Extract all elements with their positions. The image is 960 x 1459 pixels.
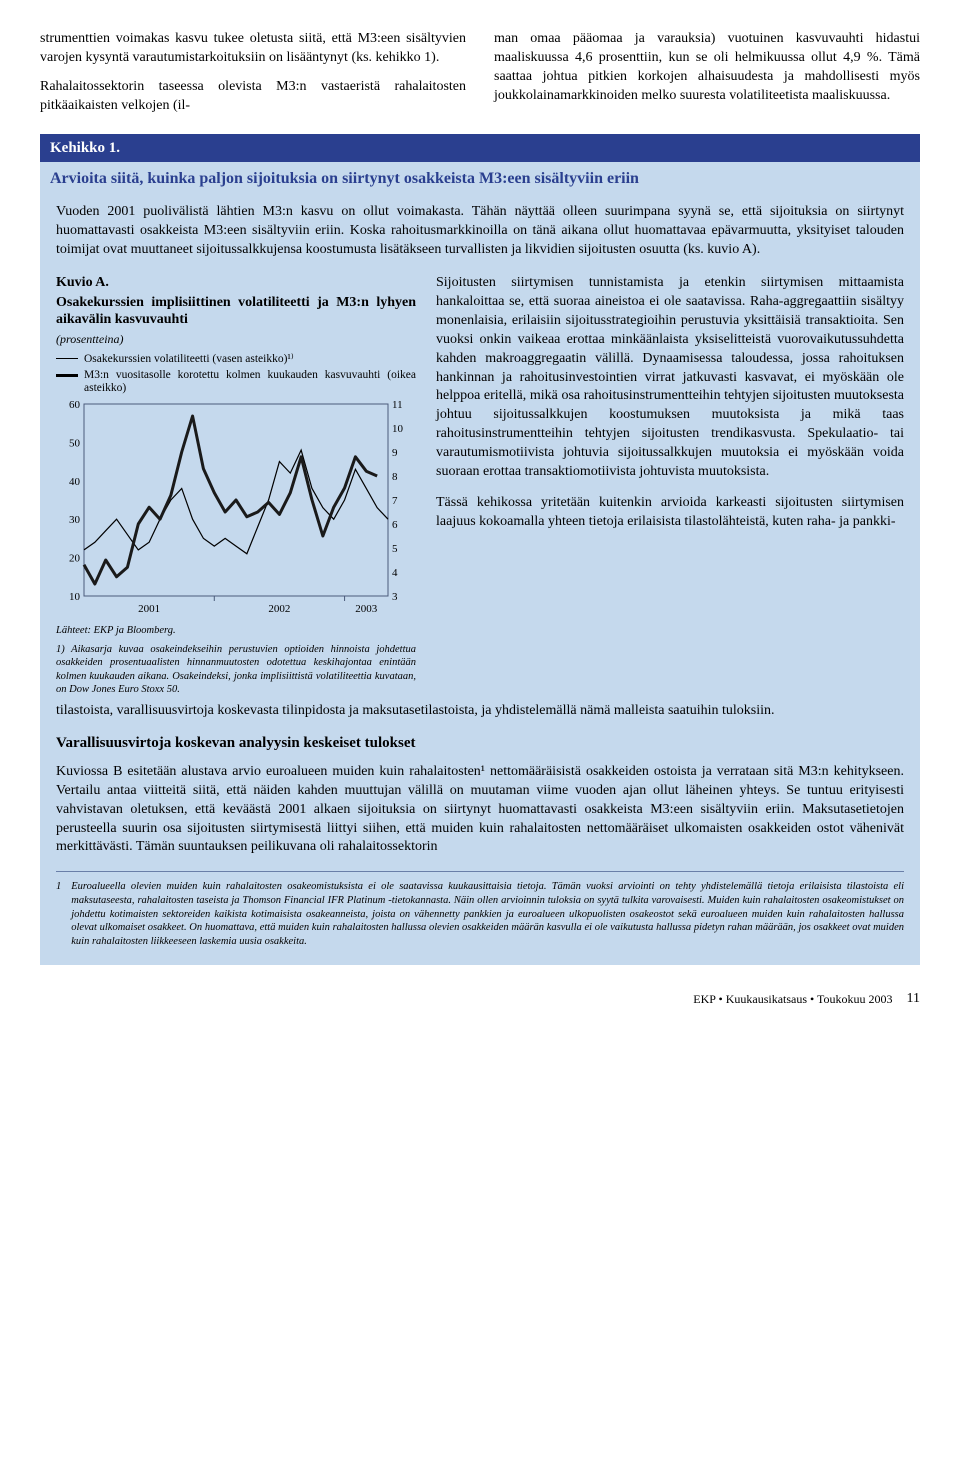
svg-text:2001: 2001	[138, 603, 160, 615]
page-number: 11	[907, 990, 920, 1009]
legend-2-label: M3:n vuositasolle korotettu kolmen kuuka…	[84, 369, 416, 397]
top-column-left: strumenttien voimakas kasvu tukee oletus…	[40, 30, 466, 116]
legend-swatch-thin-icon	[56, 358, 78, 360]
footnote: 1 Euroalueella olevien muiden kuin rahal…	[56, 880, 904, 948]
box-section-heading: Varallisuusvirtoja koskevan analyysin ke…	[56, 733, 904, 753]
svg-text:4: 4	[392, 567, 398, 579]
legend-1: Osakekurssien volatiliteetti (vasen aste…	[56, 353, 416, 367]
top-text-columns: strumenttien voimakas kasvu tukee oletus…	[40, 30, 920, 116]
top-right-para: man omaa pääomaa ja varauksia) vuotuinen…	[494, 30, 920, 106]
svg-text:3: 3	[392, 591, 398, 603]
box-right-para2: Tässä kehikossa yritetään kuitenkin arvi…	[436, 494, 904, 532]
svg-text:6: 6	[392, 519, 398, 531]
kehikko-box: Kehikko 1. Arvioita siitä, kuinka paljon…	[40, 134, 920, 965]
box-para-1: Vuoden 2001 puolivälistä lähtien M3:n ka…	[56, 203, 904, 260]
top-left-para2: Rahalaitossektorin taseessa olevista M3:…	[40, 78, 466, 116]
chart-and-text-wrap: Kuvio A. Osakekurssien implisiittinen vo…	[56, 274, 904, 696]
box-para-tail: tilastoista, varallisuusvirtoja koskevas…	[56, 702, 904, 721]
svg-text:20: 20	[69, 553, 81, 565]
svg-text:10: 10	[392, 423, 404, 435]
footnote-text: Euroalueella olevien muiden kuin rahalai…	[71, 880, 904, 948]
chart-note: 1) Aikasarja kuvaa osakeindekseihin peru…	[56, 643, 416, 696]
footnote-num: 1	[56, 880, 61, 948]
svg-text:60: 60	[69, 399, 81, 411]
svg-text:5: 5	[392, 543, 398, 555]
chart-right-text: Sijoitusten siirtymisen tunnistamista ja…	[436, 274, 904, 696]
box-header: Kehikko 1.	[40, 134, 920, 162]
chart-source: Lähteet: EKP ja Bloomberg.	[56, 624, 416, 637]
top-left-para1: strumenttien voimakas kasvu tukee oletus…	[40, 30, 466, 68]
legend-1-label: Osakekurssien volatiliteetti (vasen aste…	[84, 353, 294, 367]
box-para-3: Kuviossa B esitetään alustava arvio euro…	[56, 763, 904, 857]
chart-column: Kuvio A. Osakekurssien implisiittinen vo…	[56, 274, 416, 696]
box-right-para1: Sijoitusten siirtymisen tunnistamista ja…	[436, 274, 904, 482]
chart-unit: (prosentteina)	[56, 331, 416, 347]
svg-text:9: 9	[392, 447, 398, 459]
chart-title-b: Osakekurssien implisiittinen volatilitee…	[56, 294, 416, 329]
chart-svg: 60 50 40 30 20 10 11 10 9 8 7 6 5 4 3 2001 2002 2003	[56, 398, 416, 618]
footer-text: EKP • Kuukausikatsaus • Toukokuu 2003	[693, 991, 892, 1007]
svg-text:30: 30	[69, 514, 81, 526]
legend-swatch-thick-icon	[56, 374, 78, 377]
box-body: Vuoden 2001 puolivälistä lähtien M3:n ka…	[40, 203, 920, 964]
chart-title-a: Kuvio A.	[56, 274, 416, 292]
svg-text:11: 11	[392, 399, 403, 411]
svg-text:50: 50	[69, 438, 81, 450]
legend-2: M3:n vuositasolle korotettu kolmen kuuka…	[56, 369, 416, 397]
page-footer: EKP • Kuukausikatsaus • Toukokuu 2003 11	[40, 990, 920, 1009]
svg-text:2003: 2003	[355, 603, 378, 615]
box-subtitle: Arvioita siitä, kuinka paljon sijoituksi…	[40, 162, 920, 204]
footnote-separator	[56, 871, 904, 872]
svg-text:10: 10	[69, 591, 81, 603]
svg-text:40: 40	[69, 476, 81, 488]
svg-text:2002: 2002	[268, 603, 290, 615]
top-column-right: man omaa pääomaa ja varauksia) vuotuinen…	[494, 30, 920, 116]
svg-text:8: 8	[392, 471, 398, 483]
svg-text:7: 7	[392, 495, 398, 507]
